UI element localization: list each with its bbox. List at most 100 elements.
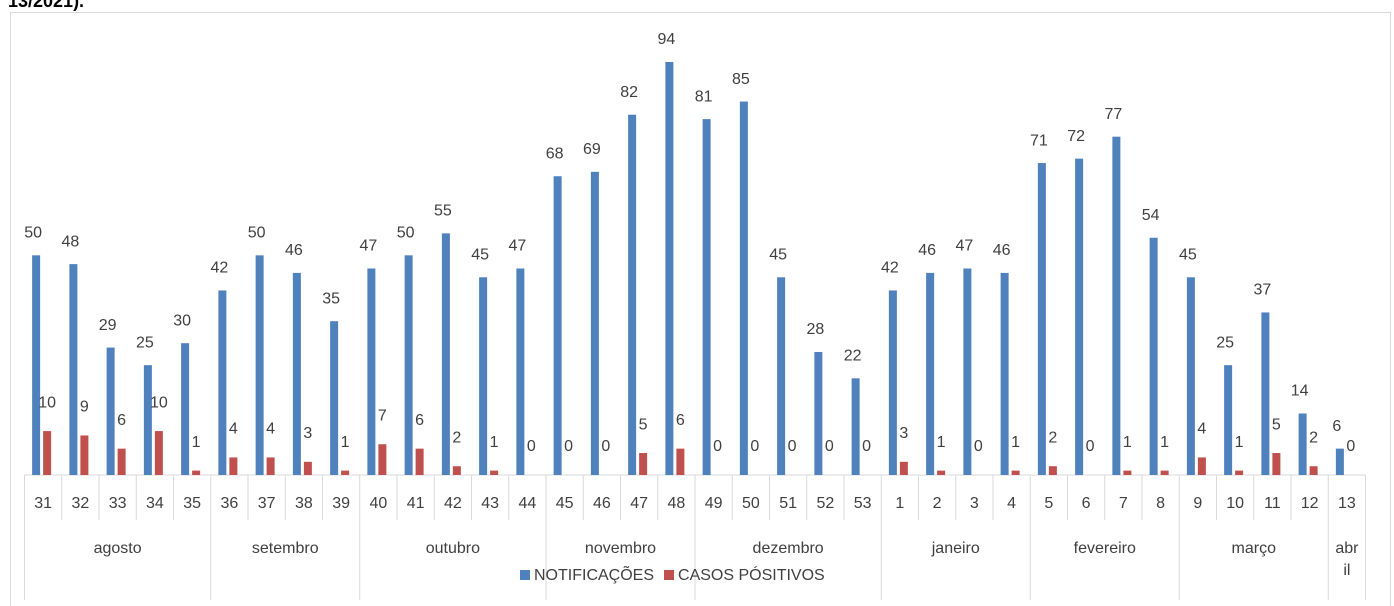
bar — [43, 431, 52, 475]
data-label: 1 — [937, 434, 946, 451]
data-label: 6 — [1332, 418, 1341, 435]
data-label: 0 — [788, 438, 797, 455]
data-label: 47 — [955, 238, 973, 255]
x-tick-label: 47 — [630, 495, 648, 512]
data-label: 0 — [713, 438, 722, 455]
bar — [1000, 272, 1009, 475]
legend-swatch — [520, 570, 530, 580]
bar — [479, 277, 488, 475]
x-tick-label: 42 — [444, 495, 462, 512]
data-label: 6 — [415, 412, 424, 429]
data-label: 1 — [1123, 434, 1132, 451]
data-label: 28 — [806, 321, 824, 338]
bar — [1197, 457, 1206, 475]
bar — [218, 290, 227, 475]
x-tick-label: 31 — [34, 495, 52, 512]
x-tick-label: 35 — [183, 495, 201, 512]
data-label: 37 — [1253, 282, 1271, 299]
data-label: 10 — [150, 394, 168, 411]
bar — [1309, 466, 1318, 475]
x-tick-label: 6 — [1082, 495, 1091, 512]
x-tick-label: 40 — [369, 495, 387, 512]
data-label: 0 — [527, 438, 536, 455]
bar — [814, 351, 823, 475]
data-label: 2 — [1048, 429, 1057, 446]
bar — [32, 255, 41, 475]
bar — [851, 378, 860, 475]
data-label: 1 — [341, 434, 350, 451]
bar — [553, 176, 562, 475]
data-label: 6 — [676, 412, 685, 429]
data-label: 9 — [80, 399, 89, 416]
bar — [739, 101, 748, 476]
data-label: 46 — [993, 242, 1011, 259]
data-label: 0 — [862, 438, 871, 455]
data-label: 3 — [303, 425, 312, 442]
bar — [1298, 413, 1307, 475]
data-label: 0 — [750, 438, 759, 455]
bar — [1235, 470, 1244, 475]
month-label: agosto — [93, 540, 142, 557]
data-label: 45 — [769, 247, 787, 264]
data-label: 50 — [24, 225, 42, 242]
bar — [639, 453, 648, 475]
x-tick-label: 46 — [593, 495, 611, 512]
x-tick-label: 33 — [109, 495, 127, 512]
data-label: 4 — [229, 421, 238, 438]
legend-label: NOTIFICAÇÕES — [534, 564, 654, 584]
bar — [229, 457, 238, 475]
chart-title: 13/2021). — [8, 0, 84, 11]
data-label: 50 — [248, 225, 266, 242]
data-label: 94 — [657, 31, 675, 48]
data-label: 68 — [546, 145, 564, 162]
bar — [367, 268, 376, 475]
bar — [590, 171, 599, 475]
x-tick-label: 7 — [1119, 495, 1128, 512]
data-label: 1 — [1235, 434, 1244, 451]
data-label: 4 — [266, 421, 275, 438]
month-label: janeiro — [931, 540, 980, 557]
x-tick-label: 39 — [332, 495, 350, 512]
bar — [1160, 470, 1169, 475]
x-tick-label: 38 — [295, 495, 313, 512]
data-label: 54 — [1142, 207, 1160, 224]
x-tick-label: 12 — [1301, 495, 1319, 512]
x-tick-label: 50 — [742, 495, 760, 512]
bar — [106, 347, 115, 475]
bar — [117, 448, 126, 475]
month-label: março — [1231, 540, 1276, 557]
bar — [192, 470, 201, 475]
data-label: 1 — [1011, 434, 1020, 451]
bar — [1261, 312, 1270, 475]
bar — [452, 466, 461, 475]
bar — [266, 457, 275, 475]
bar — [255, 255, 264, 475]
data-label: 35 — [322, 290, 340, 307]
x-tick-label: 5 — [1044, 495, 1053, 512]
x-tick-label: 32 — [71, 495, 89, 512]
bar — [676, 448, 685, 475]
data-label: 4 — [1197, 421, 1206, 438]
bar — [963, 268, 972, 475]
data-label: 5 — [639, 416, 648, 433]
data-label: 42 — [210, 260, 228, 277]
month-label: fevereiro — [1073, 540, 1136, 557]
bar — [80, 435, 89, 475]
bar — [516, 268, 525, 475]
data-label: 7 — [378, 407, 387, 424]
data-label: 0 — [601, 438, 610, 455]
x-tick-label: 4 — [1007, 495, 1016, 512]
x-tick-label: 3 — [970, 495, 979, 512]
bar — [154, 431, 163, 475]
bar — [1149, 237, 1158, 475]
x-tick-label: 43 — [481, 495, 499, 512]
x-tick-label: 13 — [1338, 495, 1356, 512]
data-label: 71 — [1030, 132, 1048, 149]
x-tick-label: 1 — [895, 495, 904, 512]
data-label: 45 — [471, 247, 489, 264]
bar — [181, 343, 190, 475]
x-tick-label: 11 — [1264, 495, 1281, 512]
bar — [702, 119, 711, 476]
chart-frame — [10, 12, 1391, 606]
